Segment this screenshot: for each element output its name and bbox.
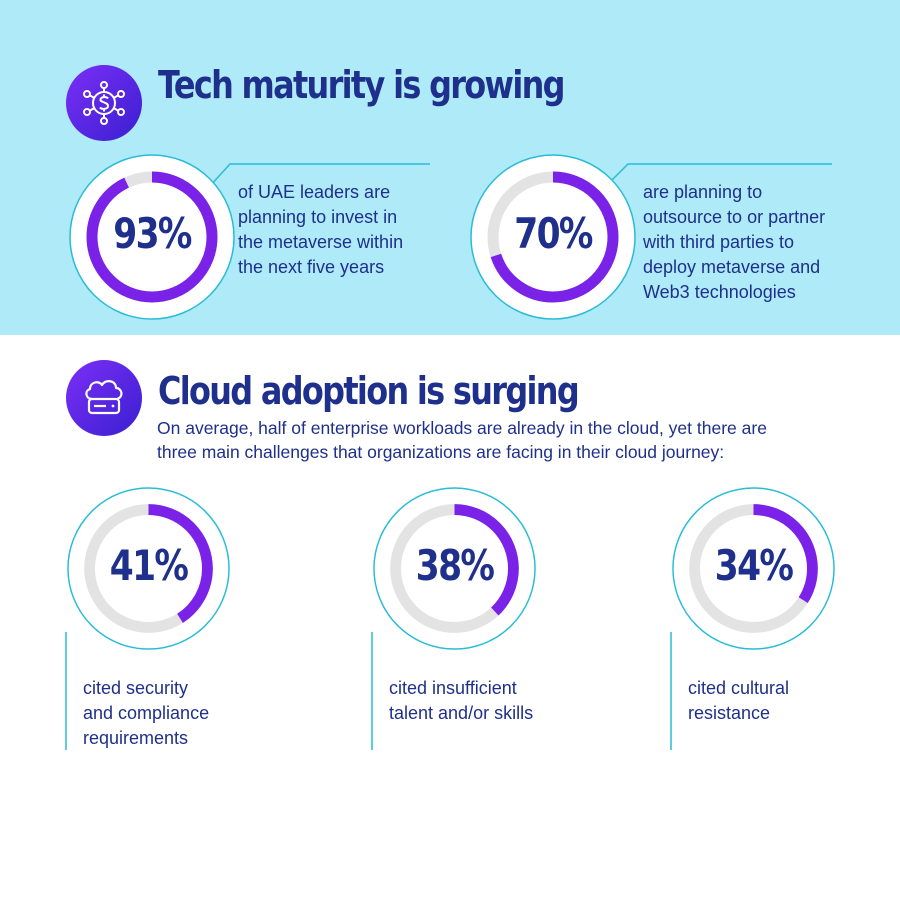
ring-progress	[487, 171, 619, 303]
cloud-icon-badge	[66, 360, 142, 436]
ring-progress	[86, 171, 218, 303]
cloud-section-title: Cloud adoption is surging	[158, 369, 580, 413]
tech-stat-1-connector	[209, 163, 430, 187]
stat-description: of UAE leaders are planning to invest in…	[238, 182, 404, 277]
progress-ring	[69, 154, 235, 320]
stat-percentage: 38%	[415, 541, 495, 590]
progress-ring	[67, 487, 230, 650]
stat-percentage: 34%	[714, 541, 794, 590]
tech-stat-2-connector	[605, 163, 832, 187]
stat-description: are planning to outsource to or partner …	[643, 182, 826, 302]
stat-percentage: 93%	[113, 209, 192, 258]
ring-progress	[84, 504, 213, 633]
cloud-server-icon	[85, 380, 123, 415]
progress-ring	[672, 487, 835, 650]
ring-progress	[689, 504, 818, 633]
stat-description: cited insufficient talent and/or skills	[389, 678, 534, 723]
stat-percentage: 41%	[109, 541, 189, 590]
stat-description: cited security and compliance requiremen…	[83, 678, 210, 748]
stat-description: cited cultural resistance	[688, 678, 790, 723]
tech-section-title: Tech maturity is growing	[158, 63, 566, 107]
progress-ring	[470, 154, 636, 320]
cloud-intro-text: On average, half of enterprise workloads…	[157, 418, 767, 462]
progress-ring	[373, 487, 536, 650]
dollar-network-icon	[83, 81, 125, 125]
ring-progress	[390, 504, 519, 633]
stat-percentage: 70%	[514, 209, 593, 258]
tech-icon-badge	[66, 65, 142, 141]
